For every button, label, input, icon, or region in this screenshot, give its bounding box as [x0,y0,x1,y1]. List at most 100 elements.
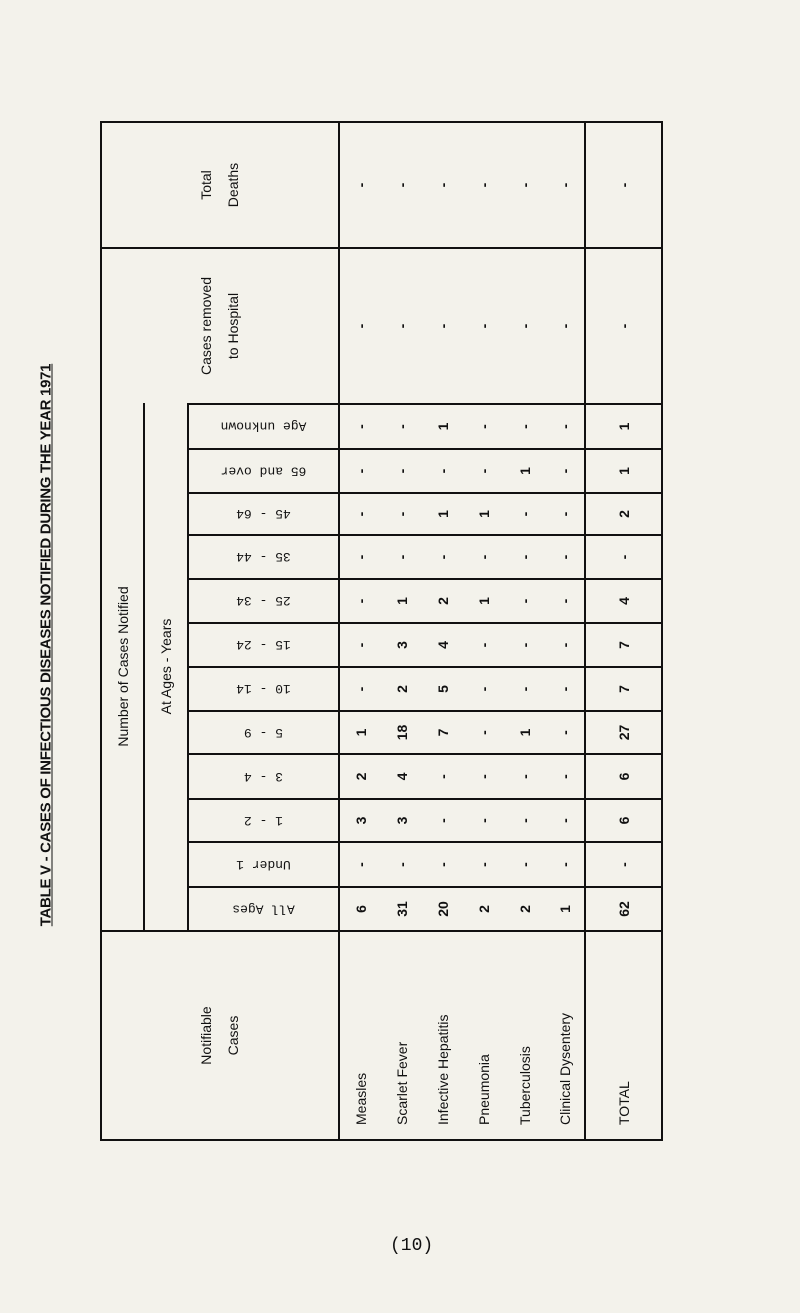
table-cell: - [586,534,661,578]
infectious-diseases-table: Notifiable Cases Number of Cases Notified A… [100,121,663,1141]
total-deaths-header: Total Deaths [102,123,340,247]
age-group-header: 45 - 64 [189,492,340,534]
table-title: TABLE V - CASES OF INFECTIOUS DISEASES N… [37,363,55,927]
age-group-label: Under 1 [236,856,291,872]
table-cell: - [545,666,586,710]
age-group-label: 65 and over [220,463,307,479]
table-cell: - [504,798,545,841]
table-cell: 7 [586,666,661,710]
table-cell: - [545,247,586,403]
table-cell: - [381,534,422,578]
table-cell: - [434,182,451,188]
table-cell: - [422,753,463,798]
table-cell: - [504,666,545,710]
table-cell: - [516,182,533,188]
table-cell: - [463,403,504,448]
age-group-label: Age unknown [220,418,307,434]
table-cell: - [340,578,381,622]
age-group-header: 1 - 2 [189,798,340,841]
table-cell: - [340,534,381,578]
table-cell: - [504,247,545,403]
age-group-header: 25 - 34 [189,578,340,622]
table-cell: 1 [340,710,381,753]
table-cell: - [340,247,381,403]
table-cell: - [340,622,381,666]
table-cell: - [340,492,381,534]
table-cell: - [545,403,586,448]
age-group-label: 45 - 64 [236,506,291,522]
table-cell: 2 [340,753,381,798]
table-cell: 1 [504,710,545,753]
table-cell: - [340,403,381,448]
table-cell: 4 [586,578,661,622]
age-group-header: 10 - 14 [189,666,340,710]
table-cell: 2 [381,666,422,710]
notifiable-cases-header: Notifiable Cases [102,930,340,1139]
table-cell: - [545,448,586,492]
table-cell: 3 [381,622,422,666]
table-cell: - [545,492,586,534]
table-cell: - [586,247,661,403]
table-cell: - [381,247,422,403]
table-cell: 27 [586,710,661,753]
table-cell: - [463,448,504,492]
table-cell: - [504,753,545,798]
table-cell: 1 [545,886,586,930]
table-cell: - [463,247,504,403]
table-cell: - [545,841,586,886]
age-group-header: 65 and over [189,448,340,492]
table-cell: - [545,798,586,841]
table-cell: - [545,534,586,578]
table-cell: - [381,492,422,534]
table-cell: 62 [586,886,661,930]
table-cell: - [463,710,504,753]
total-deaths-line-1: Total [198,170,215,200]
table-cell: 6 [340,886,381,930]
table-cell: 1 [381,578,422,622]
table-cell: 3 [381,798,422,841]
age-group-label: 10 - 14 [236,681,291,697]
table-cell: 2 [586,492,661,534]
cases-removed-line-1: Cases removed [198,276,215,376]
table-cell: - [475,182,492,188]
cases-removed-line-2: to Hospital [225,292,241,360]
age-group-header: 3 - 4 [189,753,340,798]
table-cell: 2 [504,886,545,930]
table-cell: - [422,534,463,578]
table-cell: - [422,841,463,886]
table-cell: - [393,182,410,188]
notifiable-cases-line-1: Notifiable [198,1006,215,1065]
table-cell: - [340,666,381,710]
table-cell: - [545,622,586,666]
table-cell: 2 [463,886,504,930]
age-group-header: All Ages [189,886,340,930]
table-cell: 1 [422,403,463,448]
table-cell: - [422,247,463,403]
age-group-label: 5 - 9 [243,725,284,741]
table-cell: 1 [586,403,661,448]
table-cell: - [352,182,369,188]
table-cell: 2 [422,578,463,622]
table-cell: - [463,622,504,666]
table-cell: 1 [463,492,504,534]
table-cell: - [586,841,661,886]
age-group-label: 35 - 44 [236,549,291,565]
notifiable-cases-line-2: Cases [225,1015,241,1056]
table-cell: 1 [422,492,463,534]
page-number: (10) [390,1236,434,1256]
table-cell: 20 [422,886,463,930]
table-cell: - [545,578,586,622]
age-group-header: 5 - 9 [189,710,340,753]
age-group-header: 15 - 24 [189,622,340,666]
table-cell: - [545,710,586,753]
table-cell: 4 [422,622,463,666]
table-cell: 1 [504,448,545,492]
table-cell: - [463,753,504,798]
table-cell: 18 [381,710,422,753]
table-cell: 4 [381,753,422,798]
table-cell: - [545,123,586,247]
age-group-label: 25 - 34 [236,593,291,609]
table-cell: - [381,448,422,492]
table-cell: 5 [422,666,463,710]
table-cell: 6 [586,753,661,798]
